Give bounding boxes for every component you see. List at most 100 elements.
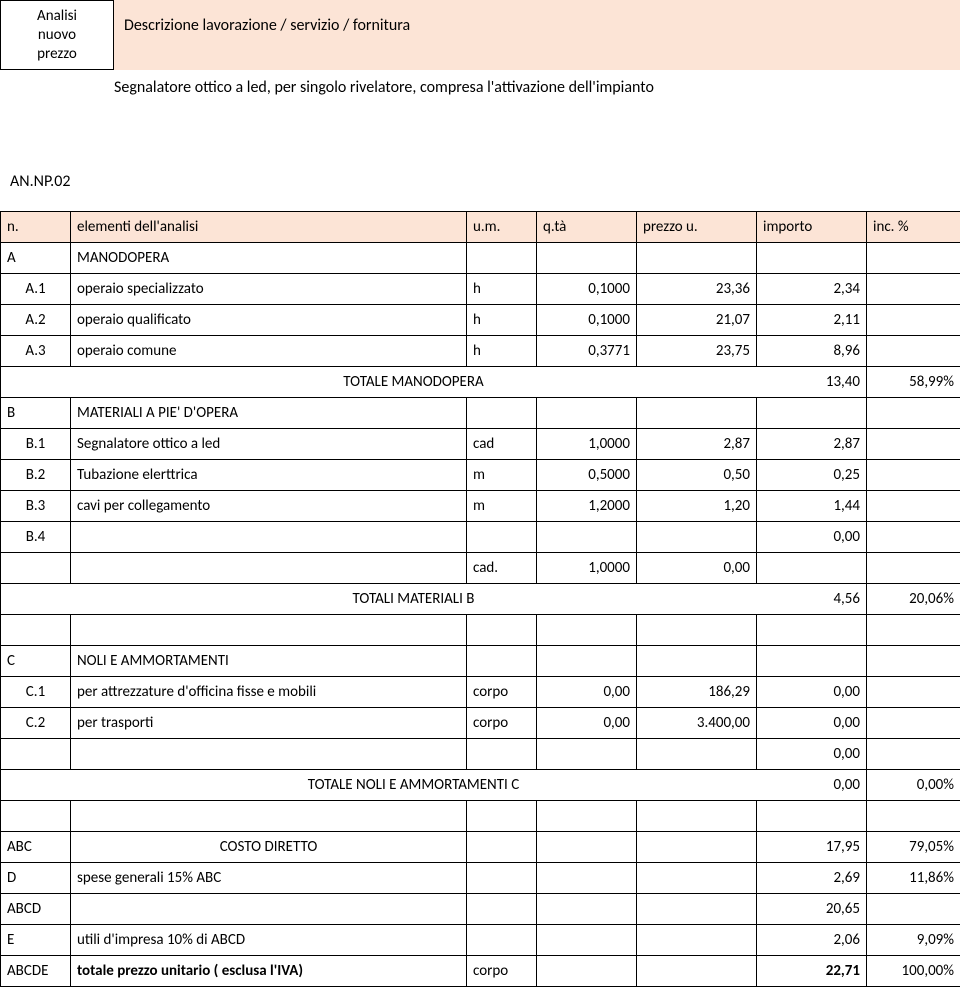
cell: corpo: [467, 677, 537, 708]
cell: h: [467, 305, 537, 336]
hdr-importo: importo: [757, 212, 867, 243]
cell: A.1: [1, 274, 71, 305]
column-header-row: n. elementi dell'analisi u.m. q.tà prezz…: [1, 212, 960, 243]
cell: A.3: [1, 336, 71, 367]
table-row: A.3 operaio comune h 0,3771 23,75 8,96: [1, 336, 960, 367]
section-a-total: TOTALE MANODOPERA 13,40 58,99%: [1, 367, 960, 398]
hdr-desc: elementi dell'analisi: [71, 212, 467, 243]
cell: 0,1000: [537, 274, 637, 305]
e-row: E utili d'impresa 10% di ABCD 2,06 9,09%: [1, 925, 960, 956]
cell: operaio specializzato: [71, 274, 467, 305]
cell: 0,00: [757, 522, 867, 553]
cell: 0,3771: [537, 336, 637, 367]
cell: 1,0000: [537, 553, 637, 584]
cell: h: [467, 274, 537, 305]
section-b-total: TOTALI MATERIALI B 4,56 20,06%: [1, 584, 960, 615]
title-line1: Analisi: [5, 7, 109, 26]
cell: 0,00: [757, 708, 867, 739]
table-row: B.3 cavi per collegamento m 1,2000 1,20 …: [1, 491, 960, 522]
cell: cad: [467, 429, 537, 460]
cell: 4,56: [757, 584, 867, 615]
cell: 0,00: [537, 708, 637, 739]
table-row: 0,00: [1, 739, 960, 770]
cell: 100,00%: [867, 956, 960, 987]
cell: m: [467, 460, 537, 491]
cell: m: [467, 491, 537, 522]
cell: corpo: [467, 708, 537, 739]
table-row: B.4 0,00: [1, 522, 960, 553]
cell: 0,1000: [537, 305, 637, 336]
cell: 21,07: [637, 305, 757, 336]
cell: 20,65: [757, 894, 867, 925]
cell: 2,87: [757, 429, 867, 460]
hdr-prezzo: prezzo u.: [637, 212, 757, 243]
cell: B.4: [1, 522, 71, 553]
abcde-row: ABCDE totale prezzo unitario ( esclusa l…: [1, 956, 960, 987]
cell: 2,34: [757, 274, 867, 305]
cell: 0,25: [757, 460, 867, 491]
cell: 11,86%: [867, 863, 960, 894]
cell: TOTALE MANODOPERA: [71, 367, 757, 398]
cell: 58,99%: [867, 367, 960, 398]
cell: E: [1, 925, 71, 956]
cell: B.3: [1, 491, 71, 522]
cell: MANODOPERA: [71, 243, 467, 274]
cell: totale prezzo unitario ( esclusa l'IVA): [71, 956, 467, 987]
table-row: C.1 per attrezzature d'officina fisse e …: [1, 677, 960, 708]
cell: 79,05%: [867, 832, 960, 863]
cell: per attrezzature d'officina fisse e mobi…: [71, 677, 467, 708]
cell: 23,36: [637, 274, 757, 305]
cell: Tubazione elerttrica: [71, 460, 467, 491]
cell: 23,75: [637, 336, 757, 367]
cell: operaio qualificato: [71, 305, 467, 336]
cell: 9,09%: [867, 925, 960, 956]
cell: per trasporti: [71, 708, 467, 739]
cell: operaio comune: [71, 336, 467, 367]
cell: C.1: [1, 677, 71, 708]
hdr-um: u.m.: [467, 212, 537, 243]
d-row: D spese generali 15% ABC 2,69 11,86%: [1, 863, 960, 894]
cell: ABCD: [1, 894, 71, 925]
cell: D: [1, 863, 71, 894]
table-row: cad. 1,0000 0,00: [1, 553, 960, 584]
cell: 8,96: [757, 336, 867, 367]
abcd-row: ABCD 20,65: [1, 894, 960, 925]
table-row: C.2 per trasporti corpo 0,00 3.400,00 0,…: [1, 708, 960, 739]
cell: B.1: [1, 429, 71, 460]
cell: spese generali 15% ABC: [71, 863, 467, 894]
hdr-qta: q.tà: [537, 212, 637, 243]
cell: A.2: [1, 305, 71, 336]
cell: utili d'impresa 10% di ABCD: [71, 925, 467, 956]
cell: ABC: [1, 832, 71, 863]
cell: 0,00%: [867, 770, 960, 801]
cell: 0,00: [757, 739, 867, 770]
cell: 0,00: [757, 677, 867, 708]
cell: 1,2000: [537, 491, 637, 522]
table-row: A.1 operaio specializzato h 0,1000 23,36…: [1, 274, 960, 305]
abc-row: ABC COSTO DIRETTO 17,95 79,05%: [1, 832, 960, 863]
section-c-total: TOTALE NOLI E AMMORTAMENTI C 0,00 0,00%: [1, 770, 960, 801]
cell: C.2: [1, 708, 71, 739]
desc-label: Descrizione lavorazione / servizio / for…: [114, 0, 960, 70]
cell: MATERIALI A PIE' D'OPERA: [71, 398, 467, 429]
cell: TOTALI MATERIALI B: [71, 584, 757, 615]
cell: 2,06: [757, 925, 867, 956]
cell: Segnalatore ottico a led: [71, 429, 467, 460]
cell: cavi per collegamento: [71, 491, 467, 522]
cell: 2,11: [757, 305, 867, 336]
table-row: B.1 Segnalatore ottico a led cad 1,0000 …: [1, 429, 960, 460]
cell: A: [1, 243, 71, 274]
cell: C: [1, 646, 71, 677]
section-b-header: B MATERIALI A PIE' D'OPERA: [1, 398, 960, 429]
cell: corpo: [467, 956, 537, 987]
hdr-n: n.: [1, 212, 71, 243]
cell: 22,71: [757, 956, 867, 987]
cell: 0,50: [637, 460, 757, 491]
cell: COSTO DIRETTO: [71, 832, 467, 863]
cell: 0,00: [537, 677, 637, 708]
section-a-header: A MANODOPERA: [1, 243, 960, 274]
cell: 1,0000: [537, 429, 637, 460]
spacer-row: [1, 801, 960, 832]
cell: 20,06%: [867, 584, 960, 615]
cell: 13,40: [757, 367, 867, 398]
